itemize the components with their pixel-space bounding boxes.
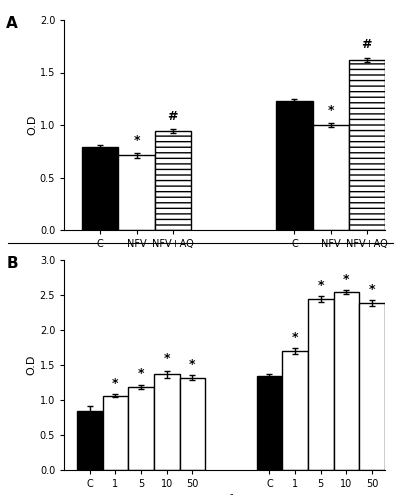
Text: 12h: 12h: [126, 293, 147, 303]
Text: *: *: [138, 368, 144, 380]
Text: *: *: [133, 134, 140, 147]
Bar: [103, 396, 128, 470]
Bar: [312, 125, 349, 230]
Text: A: A: [6, 16, 18, 31]
Bar: [276, 101, 312, 230]
Text: *: *: [369, 282, 375, 296]
Text: #: #: [362, 38, 372, 52]
Bar: [180, 378, 205, 470]
Text: B: B: [6, 256, 18, 271]
Bar: [257, 376, 282, 470]
Text: *: *: [164, 352, 170, 365]
Bar: [282, 351, 308, 470]
Text: -: -: [232, 255, 235, 265]
Bar: [359, 302, 385, 470]
Y-axis label: O.D: O.D: [27, 355, 37, 375]
Text: *: *: [112, 377, 119, 390]
Text: 24h: 24h: [320, 293, 341, 303]
Bar: [154, 374, 180, 470]
Text: *: *: [189, 358, 196, 370]
Bar: [334, 292, 359, 470]
Text: -: -: [229, 489, 233, 499]
Text: #: #: [168, 110, 178, 123]
Bar: [308, 299, 334, 470]
Text: *: *: [328, 104, 334, 117]
Bar: [77, 410, 103, 470]
Bar: [155, 132, 191, 230]
Text: *: *: [292, 331, 298, 344]
Bar: [82, 147, 118, 230]
Bar: [118, 156, 155, 230]
Bar: [128, 386, 154, 470]
Bar: [349, 60, 385, 230]
Text: *: *: [318, 279, 324, 292]
Y-axis label: O.D: O.D: [27, 115, 37, 135]
Text: *: *: [343, 273, 350, 286]
